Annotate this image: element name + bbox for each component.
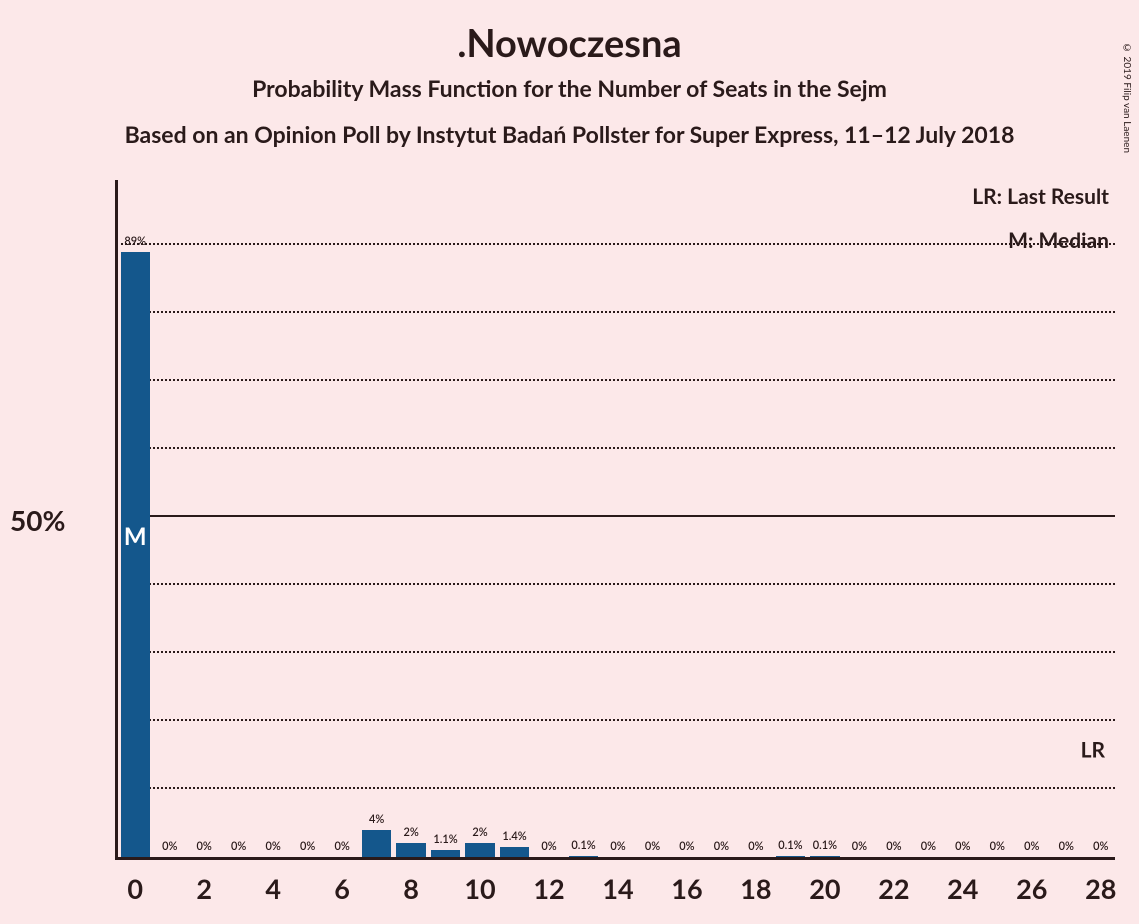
- chart-source: Based on an Opinion Poll by Instytut Bad…: [0, 102, 1139, 148]
- bar-value-label: 0%: [886, 840, 901, 853]
- bar-value-label: 0%: [300, 840, 315, 853]
- bar-value-label: 0%: [714, 840, 729, 853]
- bar-value-label: 0%: [645, 840, 660, 853]
- bar-value-label: 2%: [403, 826, 418, 839]
- chart-subtitle: Probability Mass Function for the Number…: [0, 66, 1139, 102]
- x-tick-label: 12: [533, 872, 564, 905]
- x-tick-label: 20: [809, 872, 840, 905]
- x-tick-label: 16: [671, 872, 702, 905]
- x-tick-label: 28: [1085, 872, 1116, 905]
- bar-value-label: 89%: [124, 235, 146, 248]
- bar-value-label: 0%: [955, 840, 970, 853]
- bar-value-label: 0%: [1059, 840, 1074, 853]
- lr-marker: LR: [1081, 738, 1105, 763]
- bar-value-label: 0%: [990, 840, 1005, 853]
- x-tick-label: 10: [464, 872, 495, 905]
- bar-value-label: 0%: [921, 840, 936, 853]
- x-tick-label: 0: [127, 872, 143, 905]
- x-tick-label: 8: [403, 872, 419, 905]
- chart-title: .Nowoczesna: [0, 0, 1139, 66]
- copyright-text: © 2019 Filip van Laenen: [1121, 42, 1133, 153]
- bar: [810, 856, 839, 857]
- bar-value-label: 0.1%: [571, 839, 595, 852]
- bar-value-label: 0%: [197, 840, 212, 853]
- chart-area: 89% 0% 0% 0% 0% 0% 0% 4% 2% 1.1% 2% 1.4% 0% 0.1% 0% 0% 0…: [115, 180, 1115, 860]
- bar-value-label: 0%: [852, 840, 867, 853]
- bar: [465, 843, 494, 857]
- bar: [569, 856, 598, 857]
- x-tick-label: 2: [196, 872, 212, 905]
- bar: [362, 830, 391, 857]
- bar-value-label: 0%: [266, 840, 281, 853]
- bar: [431, 850, 460, 857]
- gridline: [121, 583, 1115, 585]
- x-tick-label: 14: [602, 872, 633, 905]
- gridline: [121, 719, 1115, 721]
- bar: [776, 856, 805, 857]
- bar-value-label: 0%: [231, 840, 246, 853]
- x-tick-label: 22: [878, 872, 909, 905]
- bar-value-label: 0%: [1024, 840, 1039, 853]
- bar-value-label: 2%: [472, 826, 487, 839]
- x-tick-label: 4: [265, 872, 281, 905]
- bar-value-label: 1.4%: [502, 830, 526, 843]
- x-tick-label: 6: [334, 872, 350, 905]
- bar-value-label: 0%: [334, 840, 349, 853]
- gridline: [121, 243, 1115, 245]
- bar: [500, 847, 529, 857]
- chart-container: .Nowoczesna Probability Mass Function fo…: [0, 0, 1139, 924]
- median-marker: M: [124, 522, 147, 551]
- x-tick-label: 26: [1016, 872, 1047, 905]
- bar-value-label: 0.1%: [813, 839, 837, 852]
- bar: [121, 252, 150, 857]
- gridline: [121, 311, 1115, 313]
- bar-value-label: 0%: [748, 840, 763, 853]
- bar-value-label: 4%: [369, 813, 384, 826]
- bar-value-label: 0%: [1093, 840, 1108, 853]
- x-tick-label: 24: [947, 872, 978, 905]
- gridline: [121, 515, 1115, 517]
- bar-value-label: 0%: [679, 840, 694, 853]
- bar-value-label: 0%: [162, 840, 177, 853]
- bar-value-label: 0%: [541, 840, 556, 853]
- gridline: [121, 651, 1115, 653]
- gridline: [121, 379, 1115, 381]
- bar: [396, 843, 425, 857]
- x-tick-label: 18: [740, 872, 771, 905]
- plot-region: 89% 0% 0% 0% 0% 0% 0% 4% 2% 1.1% 2% 1.4% 0% 0.1% 0% 0% 0…: [115, 180, 1115, 860]
- bar-value-label: 0%: [610, 840, 625, 853]
- bar-value-label: 0.1%: [778, 839, 802, 852]
- gridline: [121, 787, 1115, 789]
- y-axis-label: 50%: [10, 503, 65, 537]
- bar-value-label: 1.1%: [433, 833, 457, 846]
- gridline: [121, 447, 1115, 449]
